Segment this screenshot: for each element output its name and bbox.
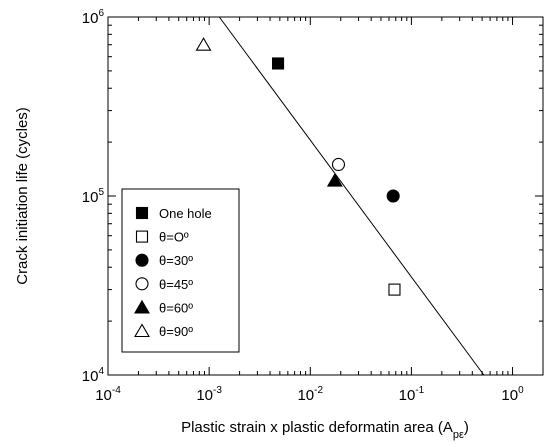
legend-label: One hole (159, 206, 212, 221)
x-tick-label: 10-1 (399, 385, 425, 404)
data-point (388, 283, 401, 296)
legend-marker (135, 253, 149, 267)
legend-marker (135, 206, 149, 220)
legend-marker (134, 323, 150, 338)
y-tick-label: 104 (82, 366, 105, 385)
y-tick-label: 105 (82, 187, 105, 206)
x-tick-label: 10-4 (95, 385, 121, 404)
x-tick-label: 10-3 (196, 385, 222, 404)
data-point (386, 189, 400, 203)
x-tick-label: 100 (501, 385, 524, 404)
fit-line (218, 16, 485, 376)
legend-label: θ=30º (159, 253, 193, 268)
legend-label: θ=90º (159, 324, 193, 339)
legend-marker (135, 230, 149, 243)
legend-marker (135, 277, 149, 291)
x-tick-label: 10-2 (297, 385, 323, 404)
x-axis-label: Plastic strain x plastic deformatin area… (181, 419, 469, 441)
data-point (195, 37, 212, 51)
data-point (271, 57, 285, 70)
y-axis-label: Crack initiation life (cycles) (14, 107, 31, 285)
y-tick-label: 106 (82, 8, 105, 27)
legend-label: θ=45º (159, 277, 193, 292)
legend-label: θ=60º (159, 300, 193, 315)
data-point (326, 172, 343, 187)
legend-marker (134, 299, 150, 314)
legend-label: θ=Oº (159, 230, 189, 245)
data-point (331, 157, 346, 172)
